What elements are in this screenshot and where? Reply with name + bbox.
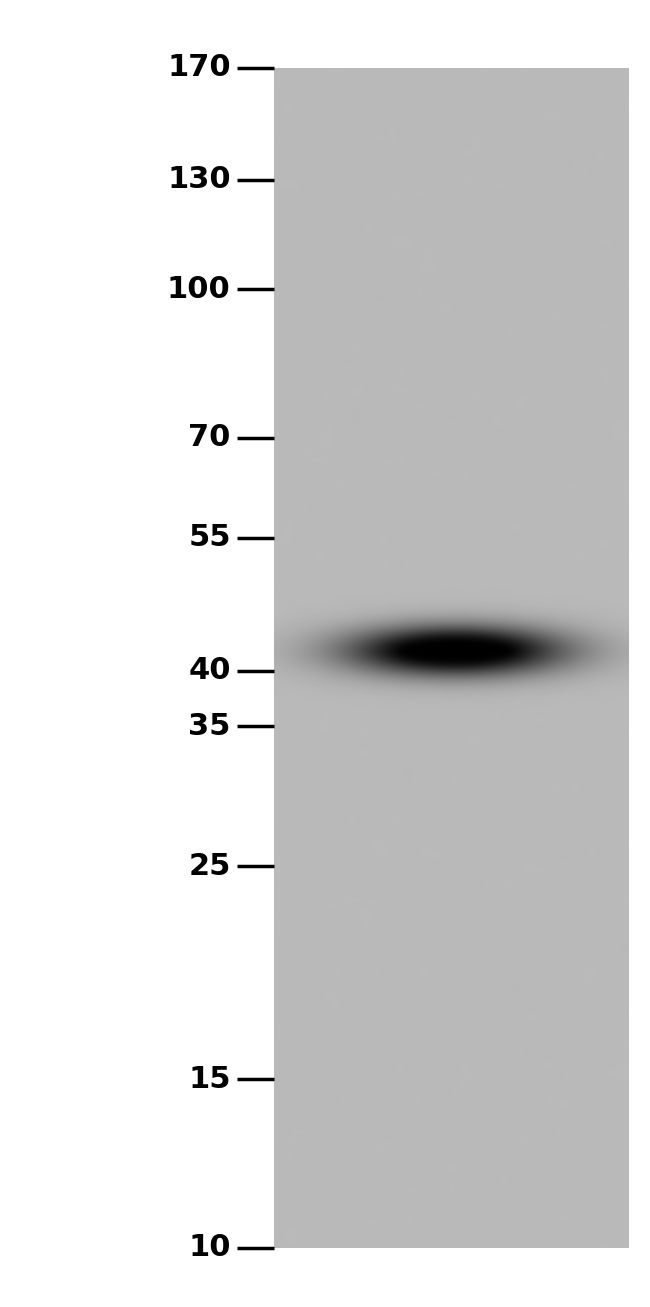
Text: 10: 10 xyxy=(188,1234,231,1263)
Text: 25: 25 xyxy=(188,852,231,881)
Text: 170: 170 xyxy=(167,54,231,82)
Bar xyxy=(274,68,629,1248)
Text: 40: 40 xyxy=(188,656,231,685)
Text: 35: 35 xyxy=(188,712,231,741)
Text: 15: 15 xyxy=(188,1065,231,1094)
Text: 55: 55 xyxy=(188,524,231,553)
Text: 130: 130 xyxy=(167,165,231,195)
Text: 70: 70 xyxy=(188,423,231,452)
Text: 100: 100 xyxy=(167,274,231,303)
